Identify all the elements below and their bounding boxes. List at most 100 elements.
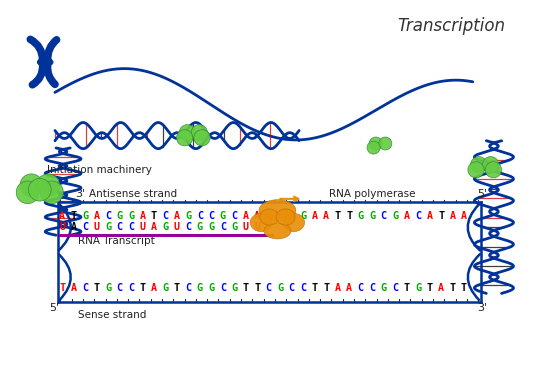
Text: G: G xyxy=(208,222,214,232)
Text: T: T xyxy=(404,283,410,293)
Ellipse shape xyxy=(276,209,295,225)
Ellipse shape xyxy=(179,124,195,141)
Text: T: T xyxy=(254,283,260,293)
Ellipse shape xyxy=(20,174,43,196)
Text: G: G xyxy=(231,222,237,232)
Ellipse shape xyxy=(367,141,380,154)
Text: G: G xyxy=(415,283,421,293)
Text: G: G xyxy=(357,211,363,221)
Text: C: C xyxy=(82,222,88,232)
Ellipse shape xyxy=(259,200,296,221)
Ellipse shape xyxy=(40,181,63,204)
Text: U: U xyxy=(59,222,65,232)
Ellipse shape xyxy=(37,174,59,196)
Text: U: U xyxy=(254,222,260,232)
Ellipse shape xyxy=(176,130,193,146)
Text: G: G xyxy=(128,211,134,221)
Text: C: C xyxy=(128,283,134,293)
Text: U: U xyxy=(243,222,249,232)
Text: A: A xyxy=(335,283,341,293)
Text: C: C xyxy=(220,222,226,232)
Ellipse shape xyxy=(194,130,210,146)
Ellipse shape xyxy=(260,209,279,225)
Text: C: C xyxy=(231,211,237,221)
Ellipse shape xyxy=(379,137,392,150)
Text: T: T xyxy=(243,283,249,293)
Text: Initiation machinery: Initiation machinery xyxy=(47,165,152,175)
Text: RNA polymerase: RNA polymerase xyxy=(329,189,416,199)
Ellipse shape xyxy=(468,162,484,178)
Text: A: A xyxy=(151,283,157,293)
Text: G: G xyxy=(392,211,398,221)
Text: C: C xyxy=(392,283,398,293)
Text: A: A xyxy=(346,283,352,293)
Text: Sense strand: Sense strand xyxy=(78,310,146,320)
Text: T: T xyxy=(71,211,77,221)
Text: T: T xyxy=(174,283,180,293)
Text: A: A xyxy=(71,283,77,293)
Text: 5': 5' xyxy=(477,189,487,199)
Text: C: C xyxy=(381,211,387,221)
Text: C: C xyxy=(415,211,421,221)
Text: C: C xyxy=(266,283,272,293)
Ellipse shape xyxy=(16,181,39,204)
Text: A: A xyxy=(404,211,410,221)
Text: C: C xyxy=(186,283,191,293)
Text: A: A xyxy=(254,211,260,221)
Text: T: T xyxy=(151,211,157,221)
Text: G: G xyxy=(105,222,111,232)
Text: G: G xyxy=(300,211,306,221)
Text: U: U xyxy=(94,222,100,232)
Text: T: T xyxy=(139,283,145,293)
Text: T: T xyxy=(449,283,455,293)
Ellipse shape xyxy=(264,223,291,239)
Text: C: C xyxy=(300,283,306,293)
Text: G: G xyxy=(369,211,375,221)
Ellipse shape xyxy=(483,157,499,173)
Text: C: C xyxy=(186,222,191,232)
Text: A: A xyxy=(323,211,329,221)
Text: G: G xyxy=(162,222,169,232)
Text: A: A xyxy=(461,211,467,221)
Text: 5': 5' xyxy=(50,303,60,313)
Text: Antisense strand: Antisense strand xyxy=(89,189,177,199)
Text: Transcription: Transcription xyxy=(397,17,505,35)
Text: A: A xyxy=(71,222,77,232)
Ellipse shape xyxy=(369,137,382,150)
Text: C: C xyxy=(82,283,88,293)
Text: G: G xyxy=(231,283,237,293)
Text: T: T xyxy=(94,283,100,293)
Ellipse shape xyxy=(283,214,305,232)
Text: U: U xyxy=(139,222,145,232)
Text: A: A xyxy=(174,211,180,221)
Ellipse shape xyxy=(38,58,53,66)
Text: G: G xyxy=(197,222,203,232)
Text: C: C xyxy=(197,211,203,221)
Ellipse shape xyxy=(250,214,272,232)
Text: G: G xyxy=(277,283,283,293)
Text: A: A xyxy=(243,211,249,221)
Text: G: G xyxy=(197,283,203,293)
Text: G: G xyxy=(105,283,111,293)
Text: T: T xyxy=(335,211,341,221)
Text: G: G xyxy=(381,283,387,293)
Text: A: A xyxy=(139,211,145,221)
Text: C: C xyxy=(289,283,295,293)
Text: G: G xyxy=(266,211,272,221)
Text: A: A xyxy=(449,211,455,221)
Ellipse shape xyxy=(28,178,51,201)
Text: G: G xyxy=(208,283,214,293)
Text: A: A xyxy=(151,222,157,232)
Text: 3': 3' xyxy=(76,189,86,199)
Text: T: T xyxy=(323,283,329,293)
Text: T: T xyxy=(438,211,444,221)
Text: C: C xyxy=(357,283,363,293)
Text: A: A xyxy=(94,211,100,221)
Text: G: G xyxy=(162,283,169,293)
Text: G: G xyxy=(82,211,88,221)
Text: A: A xyxy=(426,211,432,221)
Text: T: T xyxy=(461,283,467,293)
Text: C: C xyxy=(105,211,111,221)
Ellipse shape xyxy=(485,162,502,178)
Text: C: C xyxy=(208,211,214,221)
